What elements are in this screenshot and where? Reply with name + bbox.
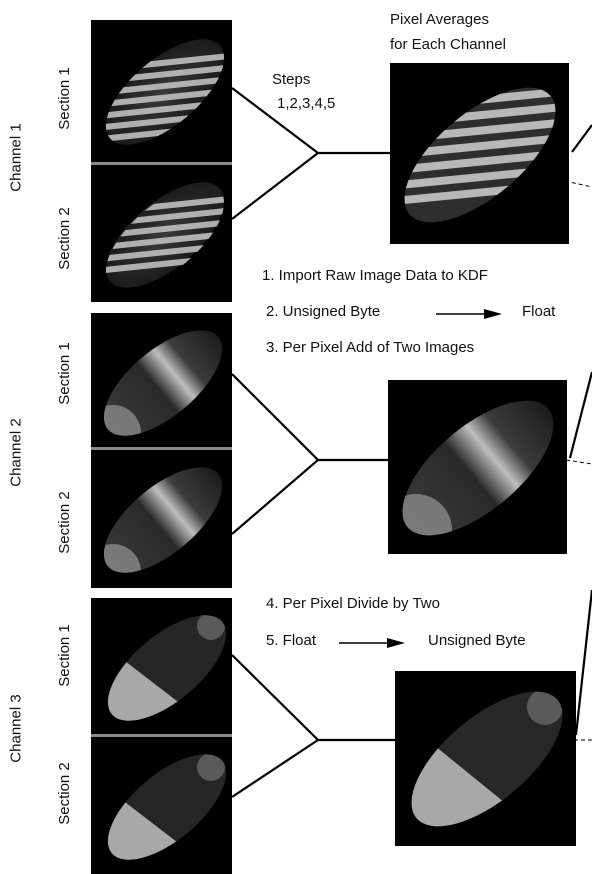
image-channel-2-section-2 (91, 450, 232, 588)
average-image-channel-3 (395, 671, 576, 846)
step-2-from: 2. Unsigned Byte (266, 303, 381, 320)
panel-divider (91, 162, 232, 165)
step-1: 1. Import Raw Image Data to KDF (262, 267, 488, 284)
image-channel-1-section-2 (91, 165, 232, 302)
step-3: 3. Per Pixel Add of Two Images (266, 339, 475, 356)
header-line-1: Pixel Averages (390, 11, 489, 28)
average-image-channel-1 (390, 63, 569, 244)
steps-list-label: 1,2,3,4,5 (277, 95, 336, 112)
header-line-2: for Each Channel (390, 36, 506, 53)
steps-label: Steps (272, 71, 311, 88)
image-channel-1-section-1 (91, 20, 232, 162)
step-2-to: Float (522, 303, 556, 320)
arrow-icon (339, 638, 405, 648)
step-4: 4. Per Pixel Divide by Two (266, 595, 440, 612)
average-image-channel-2 (388, 380, 567, 554)
image-channel-2-section-1 (91, 313, 232, 447)
panel-divider (91, 734, 232, 737)
step-5-to: Unsigned Byte (428, 632, 526, 649)
image-channel-3-section-1 (91, 598, 232, 734)
panel-divider (91, 447, 232, 450)
step-5-from: 5. Float (266, 632, 317, 649)
arrow-icon (436, 309, 502, 319)
image-channel-3-section-2 (91, 737, 232, 874)
